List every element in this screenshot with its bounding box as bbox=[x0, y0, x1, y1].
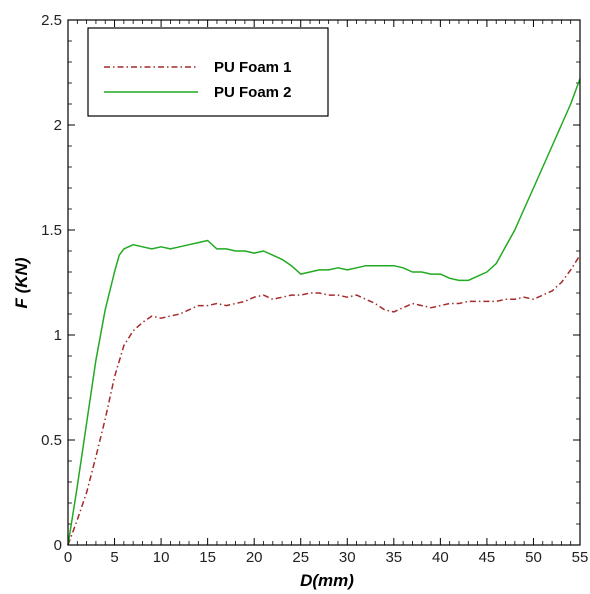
y-tick-label: 0.5 bbox=[41, 432, 62, 449]
plot-frame bbox=[67, 19, 581, 546]
x-tick-label: 35 bbox=[385, 549, 402, 566]
x-tick-label: 0 bbox=[64, 549, 72, 566]
x-tick-label: 10 bbox=[153, 549, 170, 566]
y-tick-label: 1.5 bbox=[41, 222, 62, 239]
x-tick-label: 45 bbox=[479, 549, 496, 566]
legend-box bbox=[87, 27, 329, 117]
x-tick-label: 50 bbox=[525, 549, 542, 566]
x-tick-label: 15 bbox=[199, 549, 216, 566]
y-tick-label: 2.5 bbox=[41, 12, 62, 29]
y-tick-label: 0 bbox=[54, 537, 62, 554]
x-tick-label: 40 bbox=[432, 549, 449, 566]
y-tick-labels: 0 0.5 1 1.5 2 2.5 bbox=[41, 12, 62, 554]
series-line-2 bbox=[67, 78, 581, 546]
y-tick-label: 1 bbox=[54, 327, 62, 344]
y-axis-title: F (KN) bbox=[12, 257, 31, 308]
legend-label-series-1: PU Foam 1 bbox=[214, 59, 292, 76]
x-tick-labels: 0 5 10 15 20 25 30 35 40 45 50 55 bbox=[64, 549, 589, 566]
x-tick-label: 30 bbox=[339, 549, 356, 566]
series-layer bbox=[67, 78, 581, 546]
y-tick-label: 2 bbox=[54, 117, 62, 134]
x-tick-label: 5 bbox=[110, 549, 118, 566]
x-tick-label: 20 bbox=[246, 549, 263, 566]
legend-label-series-2: PU Foam 2 bbox=[214, 84, 292, 101]
x-axis-title: D(mm) bbox=[300, 571, 354, 590]
series-line-1 bbox=[67, 254, 581, 546]
legend: PU Foam 1 PU Foam 2 bbox=[87, 27, 329, 117]
x-tick-label: 55 bbox=[572, 549, 589, 566]
x-tick-label: 25 bbox=[292, 549, 309, 566]
